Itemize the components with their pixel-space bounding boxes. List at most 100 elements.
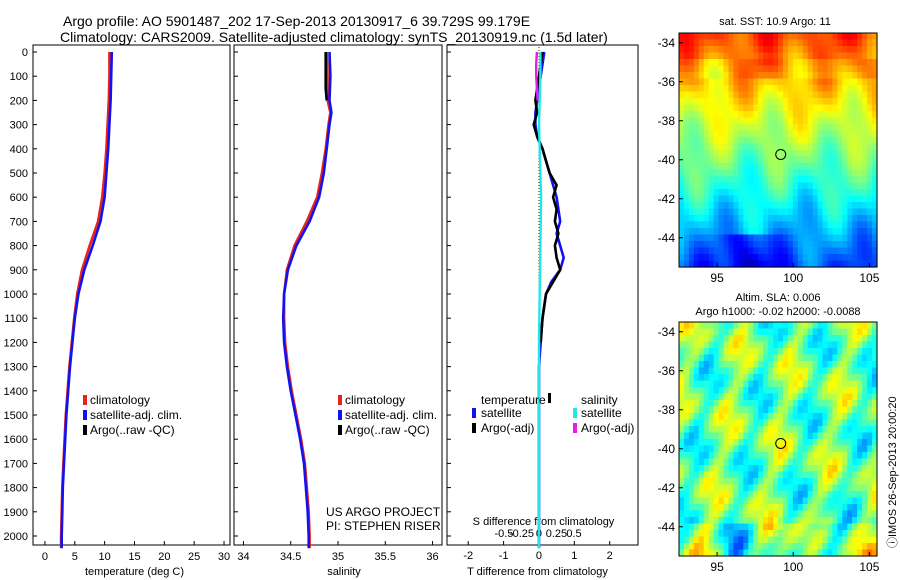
map-cell — [832, 432, 838, 440]
map-cell — [827, 452, 834, 460]
map-cell — [832, 523, 838, 531]
map-cell — [782, 458, 789, 466]
map-cell — [723, 163, 730, 171]
map-cell — [688, 387, 695, 395]
map-cell — [683, 176, 690, 184]
map-cell — [693, 328, 700, 336]
map-cell — [723, 400, 730, 408]
map-cell — [812, 452, 819, 460]
map-cell — [768, 348, 774, 356]
map-cell — [733, 208, 739, 216]
map-cell — [693, 387, 700, 395]
map-cell — [713, 478, 720, 486]
map-cell — [753, 228, 759, 236]
map-cell — [837, 439, 843, 447]
map-cell — [792, 221, 799, 229]
map-cell — [832, 504, 838, 512]
map-cell — [758, 247, 764, 255]
map-cell — [778, 208, 784, 216]
map-cell — [807, 348, 814, 356]
map-cell — [773, 400, 779, 408]
map-cell — [847, 549, 853, 557]
map-cell — [807, 426, 814, 434]
map-cell — [718, 39, 725, 47]
map-cell — [688, 458, 695, 466]
map-cell — [688, 445, 695, 453]
map-cell — [867, 387, 873, 395]
map-cell — [728, 393, 735, 401]
map-cell — [738, 228, 744, 236]
map-cell — [733, 439, 739, 447]
map-cell — [683, 419, 690, 427]
map-cell — [782, 400, 789, 408]
map-cell — [778, 523, 784, 531]
map-cell — [723, 471, 730, 479]
map-cell — [703, 523, 710, 531]
map-cell — [768, 130, 774, 138]
map-cell — [852, 85, 858, 93]
legend-label: Argo(-adj) — [581, 421, 634, 435]
map-cell — [832, 543, 838, 551]
map-cell — [778, 426, 784, 434]
map-cell — [753, 387, 759, 395]
map-cell — [797, 137, 804, 145]
map-cell — [738, 130, 744, 138]
map-cell — [753, 98, 759, 106]
map-cell — [713, 150, 720, 158]
map-cell — [857, 328, 863, 336]
map-cell — [827, 497, 834, 505]
map-cell — [832, 143, 838, 151]
map-cell — [812, 124, 819, 132]
map-cell — [703, 426, 710, 434]
map-cell — [797, 111, 804, 119]
map-cell — [802, 465, 809, 473]
map-cell — [857, 46, 863, 54]
map-cell — [832, 471, 838, 479]
map-cell — [832, 393, 838, 401]
map-cell — [812, 419, 819, 427]
map-cell — [713, 452, 720, 460]
legend-swatch — [83, 425, 87, 435]
map-cell — [768, 400, 774, 408]
map-cell — [718, 163, 725, 171]
map-cell — [738, 59, 744, 67]
map-cell — [862, 130, 868, 138]
map-cell — [847, 72, 853, 80]
map-cell — [723, 91, 730, 99]
map-cell — [847, 176, 853, 184]
map-cell — [733, 65, 739, 73]
map-cell — [862, 228, 868, 236]
map-cell — [847, 452, 853, 460]
map-cell — [782, 228, 789, 236]
map-cell — [748, 33, 754, 41]
map-cell — [683, 361, 690, 369]
map-cell — [802, 335, 809, 343]
map-cell — [837, 91, 843, 99]
map-cell — [862, 111, 868, 119]
map-cell — [847, 510, 853, 518]
map-cell — [797, 504, 804, 512]
map-cell — [688, 543, 695, 551]
map-cell — [698, 241, 705, 249]
map-cell — [812, 465, 819, 473]
map-cell — [837, 176, 843, 184]
map-cell — [837, 413, 843, 421]
map-cell — [733, 202, 739, 210]
map-cell — [768, 517, 774, 525]
map-cell — [773, 221, 779, 229]
map-cell — [787, 543, 794, 551]
map-cell — [693, 124, 700, 132]
map-cell — [782, 549, 789, 557]
map-cell — [768, 33, 774, 41]
map-cell — [703, 195, 710, 203]
map-cell — [773, 361, 779, 369]
map-cell — [743, 254, 749, 262]
map-cell — [748, 91, 754, 99]
map-cell — [698, 523, 705, 531]
map-cell — [802, 260, 809, 268]
map-cell — [822, 504, 829, 512]
map-cell — [872, 78, 878, 86]
map-cell — [778, 78, 784, 86]
map-cell — [693, 117, 700, 125]
map-cell — [792, 52, 799, 60]
